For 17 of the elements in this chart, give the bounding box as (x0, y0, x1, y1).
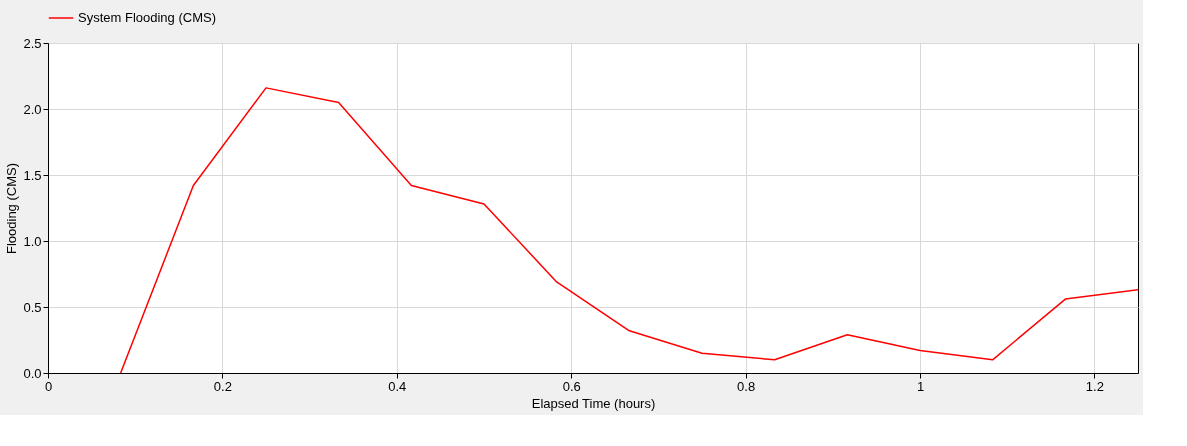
line-series (119, 87, 1138, 373)
legend-label: System Flooding (CMS) (78, 10, 216, 25)
y-tick-label: 1.0 (23, 233, 42, 249)
x-tick-label: 0.6 (562, 378, 581, 394)
x-tick-label: 0.8 (737, 378, 756, 394)
x-tick-label: 0.2 (213, 378, 232, 394)
y-tick-label: 2.5 (23, 35, 42, 51)
x-tick-label: 0.4 (388, 378, 407, 394)
x-tick-label: 1 (916, 378, 925, 394)
y-tick-label: 1.5 (23, 167, 42, 183)
y-tick-label: 0.5 (23, 299, 42, 315)
x-tick-label: 1.2 (1085, 378, 1104, 394)
y-tick-label: 0.0 (23, 365, 42, 381)
y-tick-label: 2.0 (23, 101, 42, 117)
y-axis-title: Flooding (CMS) (4, 162, 20, 255)
x-axis-title: Elapsed Time (hours) (531, 395, 656, 411)
x-tick-label: 0 (44, 378, 53, 394)
